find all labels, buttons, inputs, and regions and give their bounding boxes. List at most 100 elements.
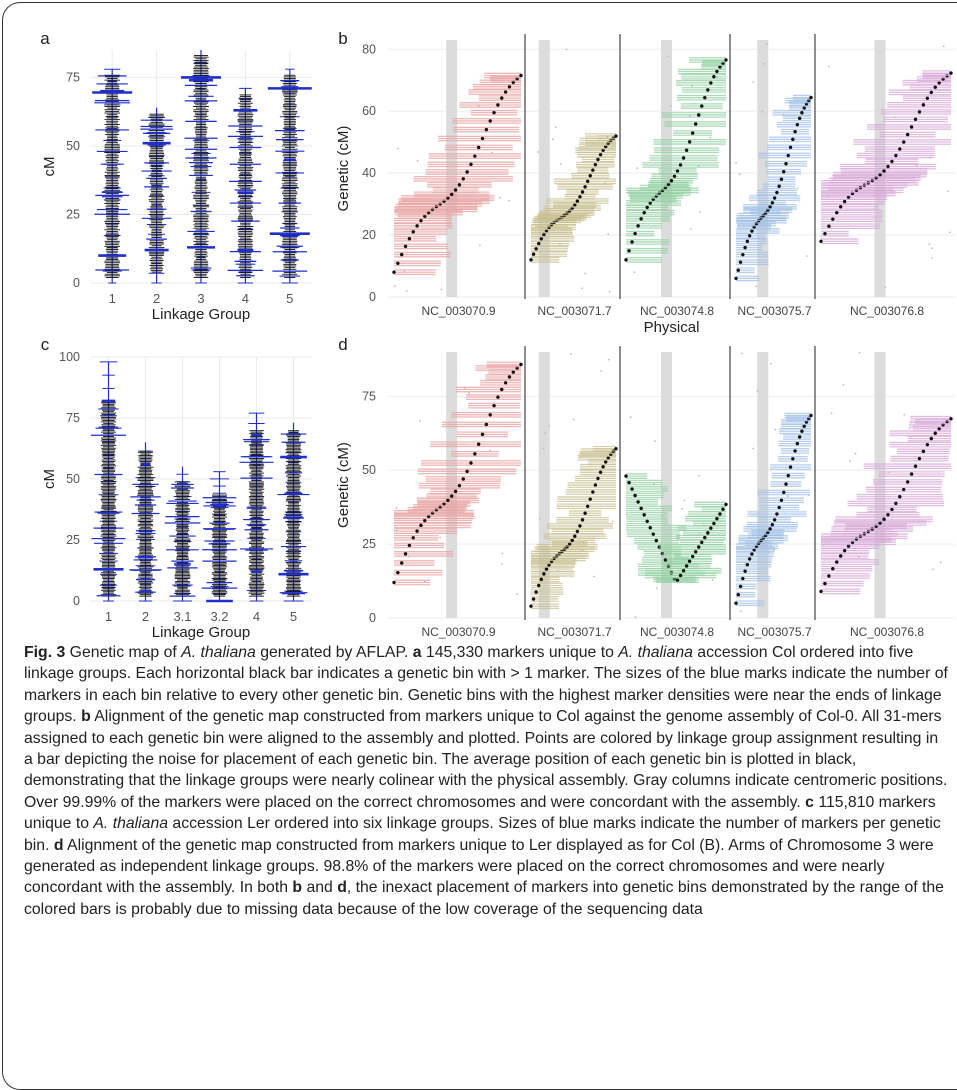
bin-average-point [715, 69, 719, 74]
bin-average-point [772, 518, 777, 522]
bin-average-point [488, 119, 492, 123]
outlier-point [463, 387, 466, 390]
outlier-point [548, 424, 550, 427]
bin-average-point [684, 148, 689, 152]
y-axis-title: cM [41, 469, 58, 489]
bin-average-point [784, 162, 788, 166]
bin-average-point [407, 543, 412, 548]
bin-average-point [570, 538, 574, 543]
caption-segment: , the inexact placement of markers into … [24, 879, 944, 918]
bin-average-point [937, 81, 941, 85]
x-tick-label: 1 [109, 291, 116, 306]
outlier-point [767, 551, 770, 554]
y-tick-label: 40 [362, 166, 376, 180]
outlier-point [796, 187, 799, 190]
bin-average-point [842, 199, 847, 204]
bin-average-point [747, 234, 752, 238]
bin-average-point [846, 195, 851, 199]
caption-segment: d [337, 879, 347, 897]
bin-average-point [500, 96, 504, 100]
y-tick-label: 25 [66, 533, 80, 547]
outlier-point [915, 164, 918, 167]
bin-average-point [573, 203, 577, 207]
bin-average-point [743, 569, 747, 573]
bin-average-point [736, 268, 740, 272]
bin-average-point [782, 490, 786, 495]
bin-average-point [819, 589, 823, 594]
bin-average-point [601, 148, 605, 153]
bin-average-point [531, 597, 536, 601]
bin-average-point [743, 245, 747, 250]
bin-average-point [690, 554, 695, 559]
bin-average-point [583, 185, 587, 189]
bin-average-point [578, 195, 582, 199]
bin-average-point [614, 446, 618, 451]
bin-average-point [648, 526, 652, 530]
bin-average-point [678, 573, 683, 578]
bin-average-point [721, 507, 725, 511]
bin-average-point [496, 395, 500, 399]
bin-average-point [823, 231, 827, 236]
bin-average-point [738, 584, 743, 589]
outlier-point [782, 113, 785, 116]
bin-average-point [575, 529, 580, 534]
outlier-point [689, 115, 691, 118]
bin-average-point [407, 237, 412, 241]
bin-average-point [750, 229, 754, 233]
bin-average-point [450, 192, 454, 197]
bin-average-point [902, 487, 906, 492]
bin-average-point [453, 489, 458, 494]
bin-average-point [925, 96, 930, 101]
outlier-point [393, 285, 396, 288]
outlier-point [405, 290, 408, 292]
outlier-point [740, 610, 742, 613]
bin-average-point [921, 103, 926, 107]
bin-average-point [718, 512, 722, 516]
bin-average-point [894, 153, 898, 158]
caption-segment: b [292, 879, 303, 897]
outlier-point [403, 270, 406, 273]
bin-average-point [712, 75, 716, 79]
y-tick-label: 75 [362, 389, 376, 403]
bin-average-point [484, 422, 489, 427]
bin-average-point [788, 465, 793, 469]
outlier-point [440, 288, 443, 291]
bin-average-point [591, 490, 595, 494]
bin-average-point [639, 506, 643, 511]
bin-average-point [697, 113, 701, 117]
bin-average-point [838, 554, 843, 558]
caption-segment: A. thaliana [93, 815, 169, 833]
x-tick-label: 3.1 [173, 609, 191, 624]
x-tick-label: 5 [286, 291, 293, 306]
y-tick-label: 50 [66, 139, 80, 153]
caption-segment: accession Col ordered into five linkage … [24, 644, 948, 726]
bin-average-point [669, 178, 674, 183]
bin-average-point [738, 260, 743, 264]
outlier-point [755, 285, 758, 288]
outlier-point [536, 151, 539, 153]
x-tick-label: 3.2 [210, 609, 228, 624]
bin-average-point [693, 122, 698, 126]
bin-average-point [905, 480, 910, 484]
y-tick-label: 100 [59, 350, 80, 364]
bin-average-point [639, 217, 643, 221]
outlier-point [634, 616, 637, 619]
bin-average-point [734, 601, 738, 605]
bin-average-point [534, 590, 538, 594]
x-tick-label: 1 [105, 609, 112, 624]
outlier-point [604, 182, 606, 185]
centromere-column [757, 352, 769, 618]
bin-average-point [519, 73, 523, 78]
bin-average-point [809, 95, 813, 100]
panel-label: c [41, 335, 50, 354]
bin-average-point [663, 558, 668, 562]
bin-average-point [591, 168, 595, 172]
bin-average-point [636, 500, 640, 504]
bin-average-point [835, 210, 839, 215]
bin-average-point [598, 152, 603, 157]
outlier-point [738, 173, 741, 176]
bin-average-point [461, 477, 465, 481]
outlier-point [407, 555, 410, 558]
bin-average-point [819, 239, 823, 243]
bin-average-point [585, 179, 590, 184]
